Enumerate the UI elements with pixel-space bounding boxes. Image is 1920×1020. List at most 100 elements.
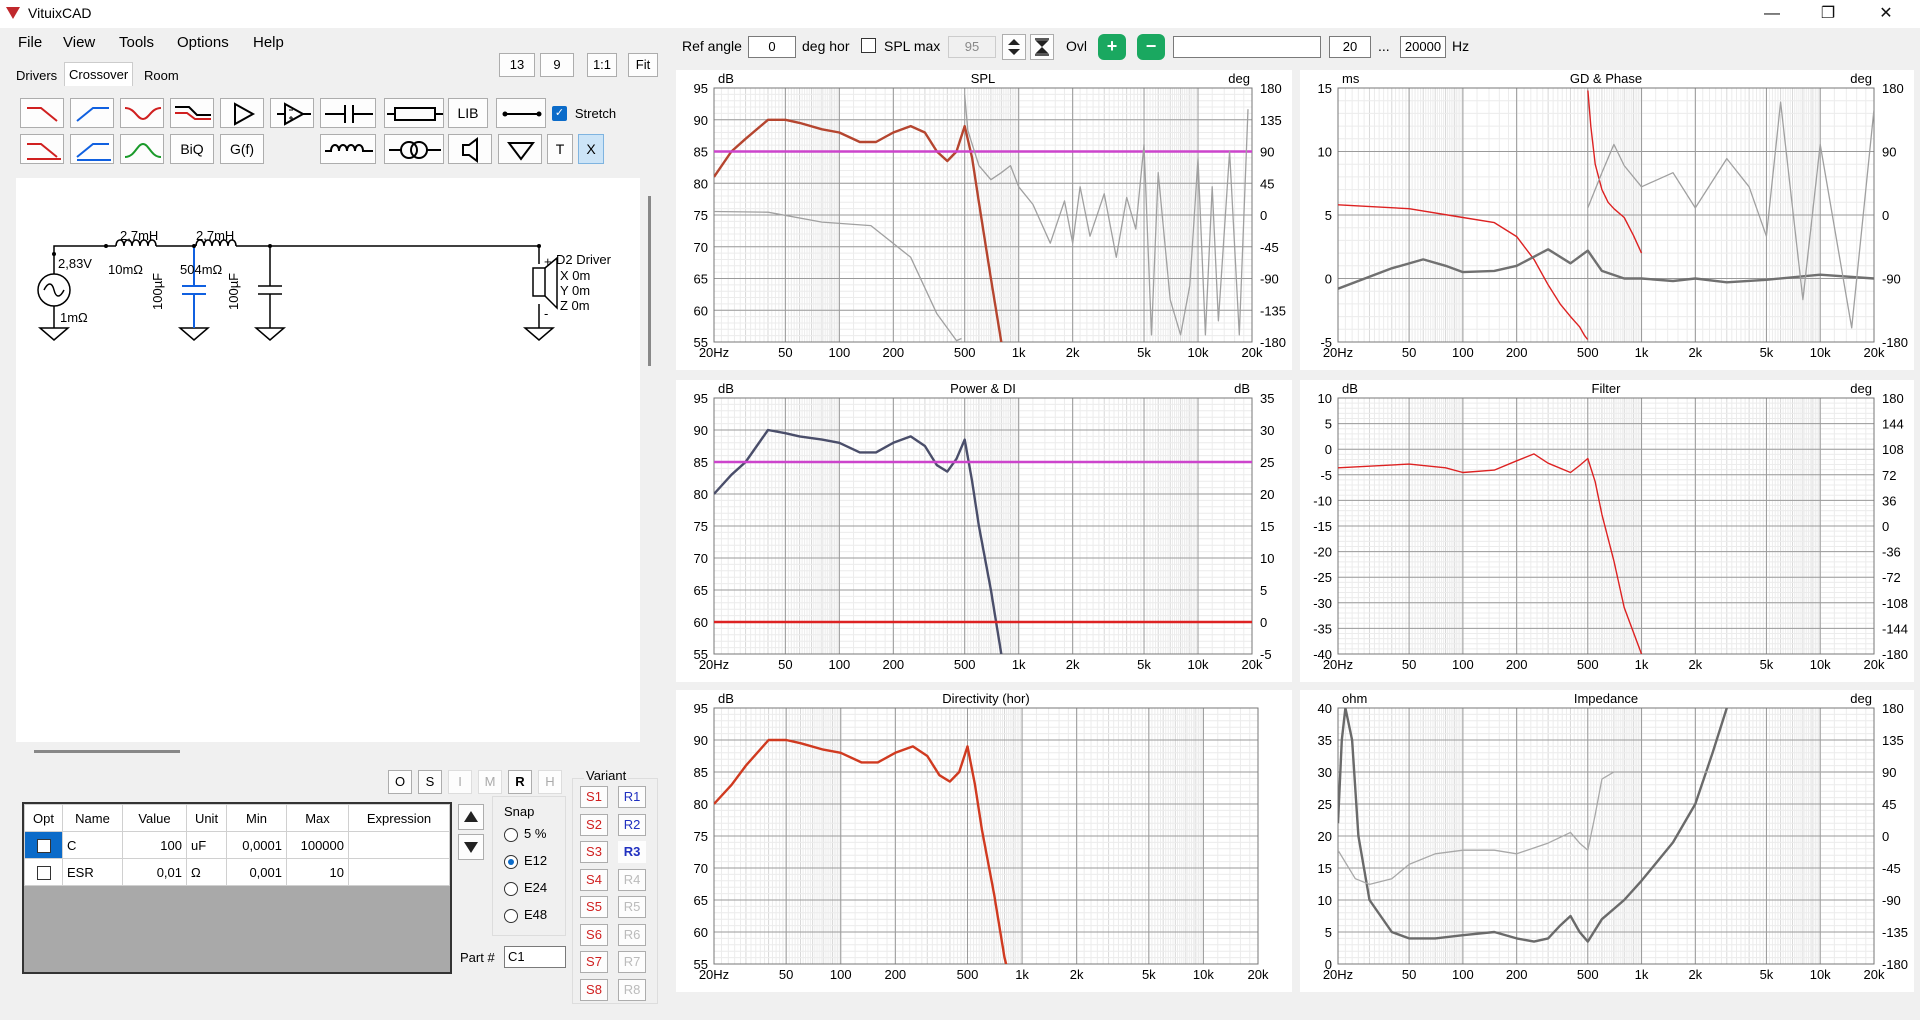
variant-save-button-4[interactable]: S4 (580, 868, 608, 891)
max-cell[interactable]: 10 (286, 858, 349, 886)
variant-save-button-6[interactable]: S6 (580, 923, 608, 946)
optimize-h-button[interactable]: H (538, 770, 562, 794)
move-down-button[interactable] (458, 834, 484, 860)
inductor-tool[interactable] (320, 134, 376, 164)
menu-options[interactable]: Options (177, 34, 229, 51)
stretch-checkbox[interactable]: ✓ Stretch (552, 104, 616, 121)
ref-angle-input[interactable]: 0 (748, 36, 796, 58)
max-cell[interactable]: 100000 (286, 831, 349, 859)
table-row[interactable]: ESR 0,01 Ω 0,001 10 (24, 858, 450, 886)
overlay-add-button[interactable]: + (1098, 34, 1126, 60)
variant-recall-button-6[interactable]: R6 (618, 923, 646, 946)
variant-recall-button-5[interactable]: R5 (618, 896, 646, 918)
filter-chart-panel[interactable]: 20Hz 50 100 200 500 1k 2k 5k 10k 20k 10 5 0 -5 -10 -15-… (1300, 380, 1914, 682)
lowpass-1st-tool[interactable] (20, 98, 64, 128)
restore-button[interactable]: ❐ (1820, 5, 1836, 22)
tab-crossover[interactable]: Crossover (64, 62, 134, 86)
variant-save-button-3[interactable]: S3 (580, 841, 608, 863)
delete-tool[interactable]: X (578, 134, 604, 164)
opt-cell[interactable] (24, 831, 63, 859)
variant-recall-button-3[interactable]: R3 (618, 841, 646, 863)
speaker-tool[interactable] (448, 134, 492, 164)
variant-save-button-2[interactable]: S2 (580, 813, 608, 836)
tab-drivers[interactable]: Drivers (16, 68, 58, 83)
snap-5-percent-radio[interactable]: 5 % (504, 826, 546, 842)
variant-recall-button-8[interactable]: R8 (618, 978, 646, 1001)
schematic-horizontal-scrollbar[interactable] (34, 750, 180, 753)
value-cell[interactable]: 100 (122, 831, 187, 859)
variant-save-button-8[interactable]: S8 (580, 978, 608, 1001)
text-tool[interactable]: T (547, 134, 573, 164)
power-di-chart-panel[interactable]: 20Hz 50 100 200 500 1k 2k 5k 10k 20k 95 90 85 80 75 70 6… (676, 380, 1292, 682)
gd-phase-chart-panel[interactable]: 20Hz 50 100 200 500 1k 2k 5k 10k 20k 15 10 5 0 -5 180 90… (1300, 70, 1914, 370)
impedance-chart-panel[interactable]: 20Hz 50 100 200 500 1k 2k 5k 10k 20k 40 35 30 25 20 15 1… (1300, 690, 1914, 992)
spl-max-checkbox[interactable] (861, 38, 876, 53)
table-row[interactable]: C 100 uF 0,0001 100000 (24, 831, 450, 859)
variant-recall-button-7[interactable]: R7 (618, 951, 646, 973)
opamp-tool[interactable] (270, 98, 314, 128)
spl-max-spin[interactable] (1002, 34, 1026, 60)
variant-save-button-7[interactable]: S7 (580, 951, 608, 973)
transfer-function-tool[interactable]: G(f) (220, 134, 264, 164)
close-button[interactable]: ✕ (1879, 5, 1893, 22)
opt-checkbox[interactable] (36, 838, 51, 853)
spl-chart-panel[interactable]: 20Hz 50 100 200 500 1k 2k 5k 10k 20k 95 90 85 80 75 70 6… (676, 70, 1292, 370)
directivity-chart-panel[interactable]: 20Hz 50 100 200 500 1k 2k 5k 10k 20k 95 90 85 80 75 70 6… (676, 690, 1292, 992)
menu-file[interactable]: File (18, 34, 43, 51)
auto-scale-button[interactable] (1030, 34, 1054, 60)
wire-tool[interactable] (496, 98, 546, 128)
tab-room[interactable]: Room (144, 68, 179, 83)
transformer-tool[interactable] (384, 134, 444, 164)
menu-tools[interactable]: Tools (119, 34, 155, 51)
min-cell[interactable]: 0,0001 (226, 831, 287, 859)
schematic-canvas[interactable]: 2,83V 1mΩ 2,7mH 10mΩ 2,7mH 504mΩ 100µF 1… (16, 178, 640, 742)
variant-recall-button-2[interactable]: R2 (618, 813, 646, 836)
lowpass-shelf-tool[interactable] (170, 98, 214, 128)
menu-view[interactable]: View (63, 34, 96, 51)
variant-save-button-1[interactable]: S1 (580, 786, 608, 808)
part-number-input[interactable]: C1 (504, 946, 566, 968)
lowpass-2nd-tool[interactable] (20, 134, 64, 164)
schematic-vertical-scrollbar[interactable] (648, 196, 651, 366)
opt-cell[interactable] (24, 858, 63, 886)
ground-tool[interactable] (498, 134, 542, 164)
variant-recall-button-4[interactable]: R4 (618, 868, 646, 891)
snap-e24-radio[interactable]: E24 (504, 880, 547, 896)
move-up-button[interactable] (458, 804, 484, 830)
zoom-1to1-button[interactable]: 1:1 (587, 53, 617, 77)
optimize-m-button[interactable]: M (478, 770, 502, 794)
buffer-tool[interactable] (220, 98, 264, 128)
lib-tool[interactable]: LIB (448, 98, 488, 128)
minimize-button[interactable]: — (1764, 5, 1780, 22)
snap-e12-radio[interactable]: E12 (504, 853, 547, 869)
highpass-1st-tool[interactable] (70, 98, 114, 128)
resistor-tool[interactable] (384, 98, 444, 128)
min-cell[interactable]: 0,001 (226, 858, 287, 886)
expression-cell[interactable] (348, 831, 450, 859)
biquad-tool[interactable]: BiQ (170, 134, 214, 164)
spl-max-input[interactable]: 95 (948, 36, 996, 58)
overlay-remove-button[interactable]: − (1137, 34, 1165, 60)
variant-recall-button-1[interactable]: R1 (618, 786, 646, 808)
bandpass-tool[interactable] (120, 134, 164, 164)
overlay-name-input[interactable] (1173, 36, 1321, 58)
zoom-fit-button[interactable]: Fit (628, 53, 658, 77)
optimize-r-button[interactable]: R (508, 770, 532, 794)
capacitor-tool[interactable] (320, 98, 376, 128)
zoom-9-button[interactable]: 9 (540, 53, 574, 77)
expression-cell[interactable] (348, 858, 450, 886)
notch-tool[interactable] (120, 98, 164, 128)
optimize-i-button[interactable]: I (448, 770, 472, 794)
optimize-o-button[interactable]: O (388, 770, 412, 794)
snap-e48-radio[interactable]: E48 (504, 907, 547, 923)
freq-to-input[interactable]: 20000 (1400, 36, 1446, 58)
optimize-s-button[interactable]: S (418, 770, 442, 794)
highpass-2nd-tool[interactable] (70, 134, 114, 164)
menu-help[interactable]: Help (253, 34, 284, 51)
value-cell[interactable]: 0,01 (122, 858, 187, 886)
freq-from-input[interactable]: 20 (1329, 36, 1371, 58)
y2-tick-label: 135 (1260, 113, 1282, 128)
variant-save-button-5[interactable]: S5 (580, 896, 608, 918)
opt-checkbox[interactable] (36, 865, 51, 880)
zoom-13-button[interactable]: 13 (499, 53, 535, 77)
